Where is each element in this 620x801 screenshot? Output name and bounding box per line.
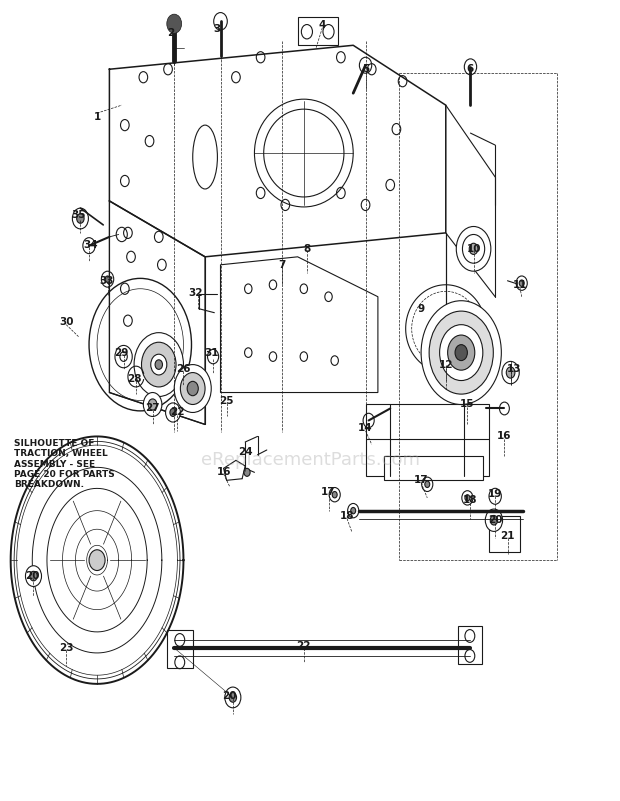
Text: 20: 20 [223, 690, 237, 701]
Circle shape [166, 403, 180, 422]
Circle shape [490, 516, 498, 525]
Text: 35: 35 [71, 211, 86, 220]
Polygon shape [298, 18, 338, 46]
Circle shape [30, 571, 37, 581]
Circle shape [448, 335, 475, 370]
Circle shape [456, 227, 491, 272]
Text: 15: 15 [460, 400, 475, 409]
Polygon shape [458, 626, 482, 664]
Text: 18: 18 [463, 495, 478, 505]
Text: 1: 1 [94, 112, 100, 122]
Text: 8: 8 [303, 244, 311, 254]
Text: 34: 34 [84, 239, 98, 250]
Text: 22: 22 [296, 642, 311, 651]
Text: 26: 26 [176, 364, 191, 373]
Circle shape [77, 214, 84, 223]
Text: 14: 14 [358, 424, 373, 433]
Circle shape [208, 349, 219, 364]
Text: SILHOUETTE OF
TRACTION, WHEEL
ASSEMBLY - SEE
PAGE 20 FOR PARTS
BREAKDOWN.: SILHOUETTE OF TRACTION, WHEEL ASSEMBLY -… [14, 439, 115, 489]
Circle shape [244, 469, 250, 477]
Text: 17: 17 [321, 487, 336, 497]
Circle shape [507, 367, 515, 378]
Circle shape [25, 566, 42, 586]
Text: 19: 19 [488, 489, 502, 499]
Text: 30: 30 [59, 317, 73, 328]
Circle shape [489, 489, 502, 505]
Text: 9: 9 [417, 304, 425, 314]
Text: 16: 16 [497, 432, 511, 441]
Text: 28: 28 [127, 374, 141, 384]
Circle shape [174, 364, 211, 413]
Circle shape [187, 381, 198, 396]
Circle shape [469, 244, 478, 255]
Text: 22: 22 [170, 408, 185, 417]
Circle shape [455, 344, 467, 360]
Text: 33: 33 [99, 276, 113, 286]
Circle shape [425, 481, 430, 488]
Polygon shape [384, 457, 483, 481]
Text: 20: 20 [488, 515, 502, 525]
Polygon shape [489, 516, 520, 552]
Text: 24: 24 [238, 448, 252, 457]
Circle shape [463, 235, 485, 264]
Text: 23: 23 [59, 643, 73, 653]
Polygon shape [366, 405, 489, 477]
Circle shape [440, 324, 483, 380]
Text: 18: 18 [340, 511, 354, 521]
Circle shape [502, 361, 519, 384]
Circle shape [170, 409, 176, 417]
Text: 13: 13 [507, 364, 521, 373]
Text: 16: 16 [216, 467, 231, 477]
Circle shape [465, 495, 470, 501]
Text: 12: 12 [438, 360, 453, 369]
Text: 29: 29 [115, 348, 129, 357]
Circle shape [155, 360, 162, 369]
Text: 25: 25 [219, 396, 234, 405]
Circle shape [229, 693, 237, 702]
Circle shape [143, 392, 162, 417]
Polygon shape [167, 630, 193, 668]
Text: eReplacementParts.com: eReplacementParts.com [200, 452, 420, 469]
Circle shape [332, 492, 337, 498]
Text: 31: 31 [204, 348, 218, 357]
Circle shape [134, 332, 184, 396]
Circle shape [429, 311, 494, 394]
Text: 6: 6 [467, 64, 474, 74]
Circle shape [141, 342, 176, 387]
Circle shape [485, 509, 503, 531]
Text: 27: 27 [145, 404, 160, 413]
Text: 7: 7 [278, 260, 286, 270]
Circle shape [89, 549, 105, 570]
Ellipse shape [193, 125, 218, 189]
Circle shape [148, 399, 157, 410]
Text: 10: 10 [466, 244, 481, 254]
Text: 4: 4 [319, 20, 326, 30]
Text: 17: 17 [414, 475, 428, 485]
Circle shape [225, 687, 241, 708]
Circle shape [351, 508, 356, 514]
Text: 2: 2 [167, 28, 175, 38]
Circle shape [516, 276, 527, 290]
Circle shape [421, 300, 502, 405]
Text: 20: 20 [25, 571, 40, 581]
Circle shape [151, 354, 167, 375]
Text: 11: 11 [513, 280, 527, 290]
Circle shape [167, 14, 182, 34]
Text: 5: 5 [362, 64, 369, 74]
Circle shape [519, 280, 524, 286]
Text: 3: 3 [214, 24, 221, 34]
Text: 32: 32 [188, 288, 203, 298]
Circle shape [105, 276, 110, 283]
Text: 21: 21 [500, 531, 515, 541]
Circle shape [180, 372, 205, 405]
